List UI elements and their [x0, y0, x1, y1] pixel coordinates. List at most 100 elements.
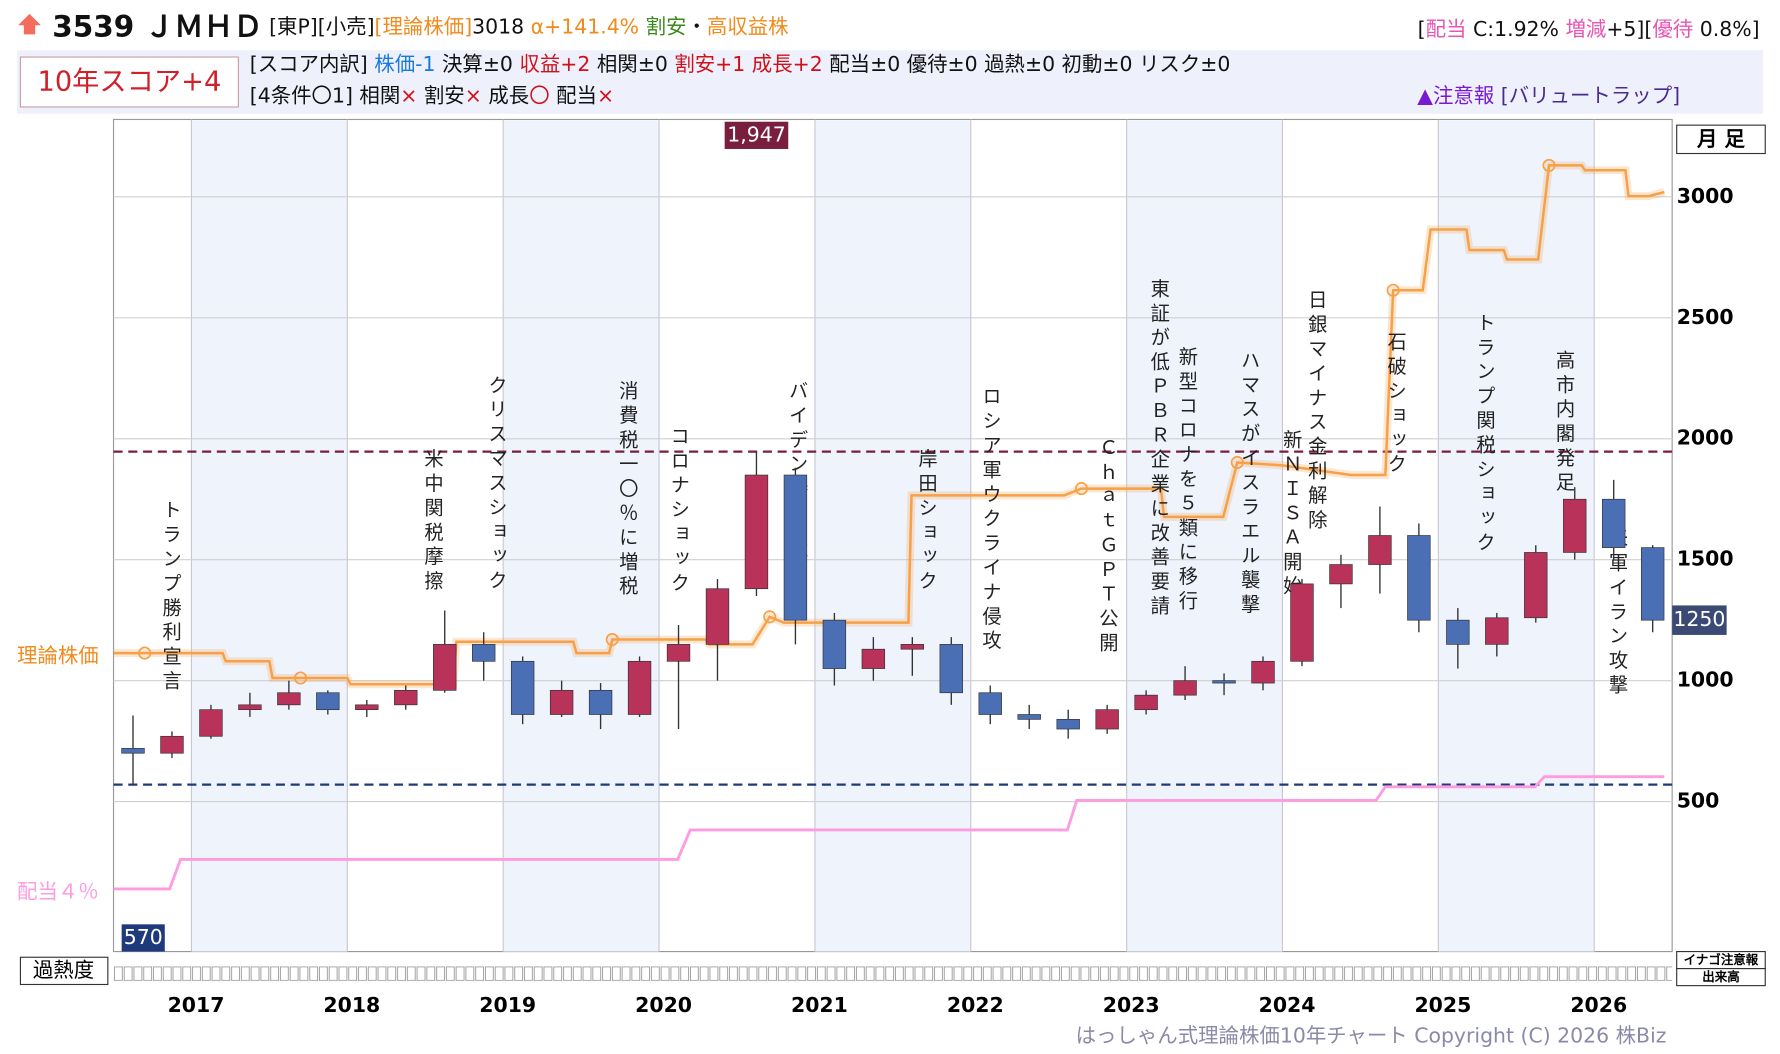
y-tick-label: 1000	[1677, 668, 1734, 692]
candle-body	[588, 689, 613, 715]
inago-label: イナゴ注意報	[1684, 952, 1759, 967]
header-segment: 配当	[1426, 17, 1467, 41]
header-line: [配当 C:1.92% 増減+5][優待 0.8%]	[1418, 17, 1760, 41]
candle-body	[277, 692, 301, 706]
year-band	[503, 120, 660, 952]
event-annotation: 米軍イラン攻撃	[1606, 528, 1629, 699]
x-tick-label: 2019	[479, 993, 536, 1017]
header-segment: ×	[400, 84, 417, 108]
theory-marker	[1386, 283, 1400, 297]
candle-body	[1602, 498, 1626, 548]
candle-body	[316, 692, 340, 711]
year-band	[814, 120, 971, 952]
event-annotation: 新型コロナを５類に移行	[1175, 346, 1198, 614]
candle-body	[238, 704, 262, 711]
candle-body	[199, 709, 223, 737]
header-segment: 割安+1	[668, 52, 745, 76]
header-segment: 株価-1	[368, 52, 436, 76]
score-box	[19, 56, 239, 108]
theory-marker	[1074, 482, 1088, 496]
event-annotation: コロナショック	[667, 426, 690, 597]
theory-marker	[294, 671, 308, 685]
candle-body	[1485, 617, 1509, 645]
header-segment: 増減	[1565, 17, 1606, 41]
theory-label: 理論株価	[17, 643, 99, 667]
event-annotation: 岸田ショック	[915, 449, 938, 595]
last-price-box	[1672, 605, 1727, 635]
header-segment: +5][	[1606, 17, 1652, 41]
x-tick-label: 2026	[1570, 993, 1627, 1017]
volume-label: 出来高	[1702, 969, 1739, 984]
candle-body	[822, 619, 847, 669]
candle-body	[1134, 694, 1158, 711]
header-segment: 3539 ＪＭＨＤ	[52, 9, 262, 43]
header-segment: ×	[465, 84, 482, 108]
overheat-box	[19, 956, 109, 986]
candle-body	[472, 644, 496, 662]
candle-body	[666, 644, 691, 662]
y-tick-label: 1500	[1677, 547, 1734, 571]
y-tick-label: 2500	[1677, 305, 1734, 329]
header-segment: [4条件〇1]	[250, 84, 353, 108]
event-annotation: 消費税一〇％に増税	[616, 381, 639, 601]
footer: はっしゃん式理論株価10年チャート Copyright (C) 2026 株Bi…	[1076, 1024, 1667, 1048]
candle-body	[1563, 498, 1587, 553]
header-segment: 相関	[353, 84, 400, 108]
candle-body	[978, 692, 1002, 715]
candle-body	[1056, 719, 1080, 730]
theory-marker	[1542, 158, 1556, 172]
candle-body	[1017, 714, 1041, 720]
x-tick-label: 2021	[791, 993, 848, 1017]
header-segment: [バリュートラップ]	[1494, 84, 1680, 108]
y-tick-label: 3000	[1677, 184, 1734, 208]
candle-body	[1095, 709, 1119, 730]
event-annotation: 東証が低ＰＢＲ企業に改善要請	[1147, 278, 1170, 620]
header-line: 3539 ＪＭＨＤ [東P][小売][理論株価]3018 α+141.4% 割安…	[52, 9, 788, 43]
candle-body	[939, 644, 963, 694]
candle-body	[1329, 564, 1353, 585]
event-annotation: トランプ関税ショック	[1473, 312, 1496, 556]
header-segment: [スコア内訳]	[250, 52, 368, 76]
y-tick-label: 500	[1677, 789, 1720, 813]
last-price-label: 1250	[1673, 607, 1725, 631]
x-tick-label: 2025	[1414, 993, 1471, 1017]
header-segment: [理論株価]	[375, 15, 473, 39]
header-segment: 優待	[1652, 17, 1693, 41]
event-annotation: 高市内閣発足	[1553, 350, 1576, 496]
year-band	[1126, 120, 1283, 952]
candle-body	[1251, 660, 1275, 684]
x-tick-label: 2022	[947, 993, 1004, 1017]
x-tick-label: 2023	[1103, 993, 1160, 1017]
candle-body	[1446, 619, 1470, 645]
candle-body	[783, 474, 808, 621]
y-tick-label: 2000	[1677, 426, 1734, 450]
theory-marker	[763, 610, 777, 624]
year-band	[191, 120, 348, 952]
up-icon	[18, 13, 41, 35]
header-segment: 3018	[472, 15, 524, 39]
candle-body	[861, 648, 886, 669]
header-segment: 決算±0	[435, 52, 512, 76]
header-segment: 配当±0 優待±0 過熱±0 初動±0 リスク±0	[823, 52, 1231, 76]
candle-body	[627, 660, 652, 715]
header-segment: 高収益株	[707, 15, 789, 39]
period: 月 足	[1696, 127, 1746, 151]
candle-body	[1524, 552, 1548, 619]
dividend-label: 配当４％	[17, 879, 99, 903]
header-segment: 収益+2	[513, 52, 590, 76]
header-line: [スコア内訳] 株価-1 決算±0 収益+2 相関±0 割安+1 成長+2 配当…	[250, 52, 1231, 76]
candle-body	[744, 474, 769, 590]
candle-body	[355, 704, 379, 711]
header-segment: ×	[597, 84, 614, 108]
event-annotation: 米中関税摩擦	[421, 449, 444, 595]
x-tick-label: 2020	[635, 993, 692, 1017]
dividend-line	[113, 775, 1665, 891]
candle-body	[510, 660, 535, 715]
candle-body	[1368, 535, 1392, 565]
x-tick-label: 2017	[168, 993, 225, 1017]
candle-body	[1640, 547, 1665, 621]
event-annotation: 新ＮＩＳＡ開始	[1280, 429, 1303, 600]
min-box	[121, 924, 165, 952]
